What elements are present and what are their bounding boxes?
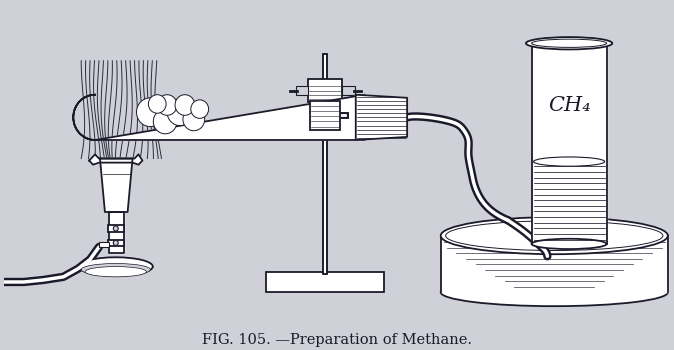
Ellipse shape [81,264,150,276]
Ellipse shape [85,267,146,277]
Circle shape [183,108,205,131]
Circle shape [137,98,164,127]
Circle shape [167,99,193,126]
Polygon shape [356,95,407,140]
Circle shape [157,95,177,115]
Text: CH₄: CH₄ [548,96,590,114]
Bar [295,86,309,95]
Ellipse shape [532,239,607,249]
Bar [266,272,384,292]
Ellipse shape [534,157,605,166]
Ellipse shape [446,221,663,251]
Polygon shape [89,154,142,165]
Circle shape [113,226,118,231]
Ellipse shape [79,257,153,276]
Circle shape [113,240,118,245]
Circle shape [175,95,195,115]
Polygon shape [100,159,133,212]
Bar [342,86,355,95]
Bar [99,242,109,247]
Ellipse shape [526,37,612,49]
Text: FIG. 105. —Preparation of Methane.: FIG. 105. —Preparation of Methane. [202,334,472,348]
Circle shape [191,100,209,118]
Bar [108,225,123,232]
Ellipse shape [441,217,668,254]
Bar [309,79,342,102]
Polygon shape [73,95,365,140]
Ellipse shape [441,278,668,306]
Bar [108,240,123,246]
Ellipse shape [532,39,607,47]
Polygon shape [109,212,123,253]
Circle shape [153,109,177,134]
Circle shape [148,95,166,113]
Bar [310,101,340,130]
